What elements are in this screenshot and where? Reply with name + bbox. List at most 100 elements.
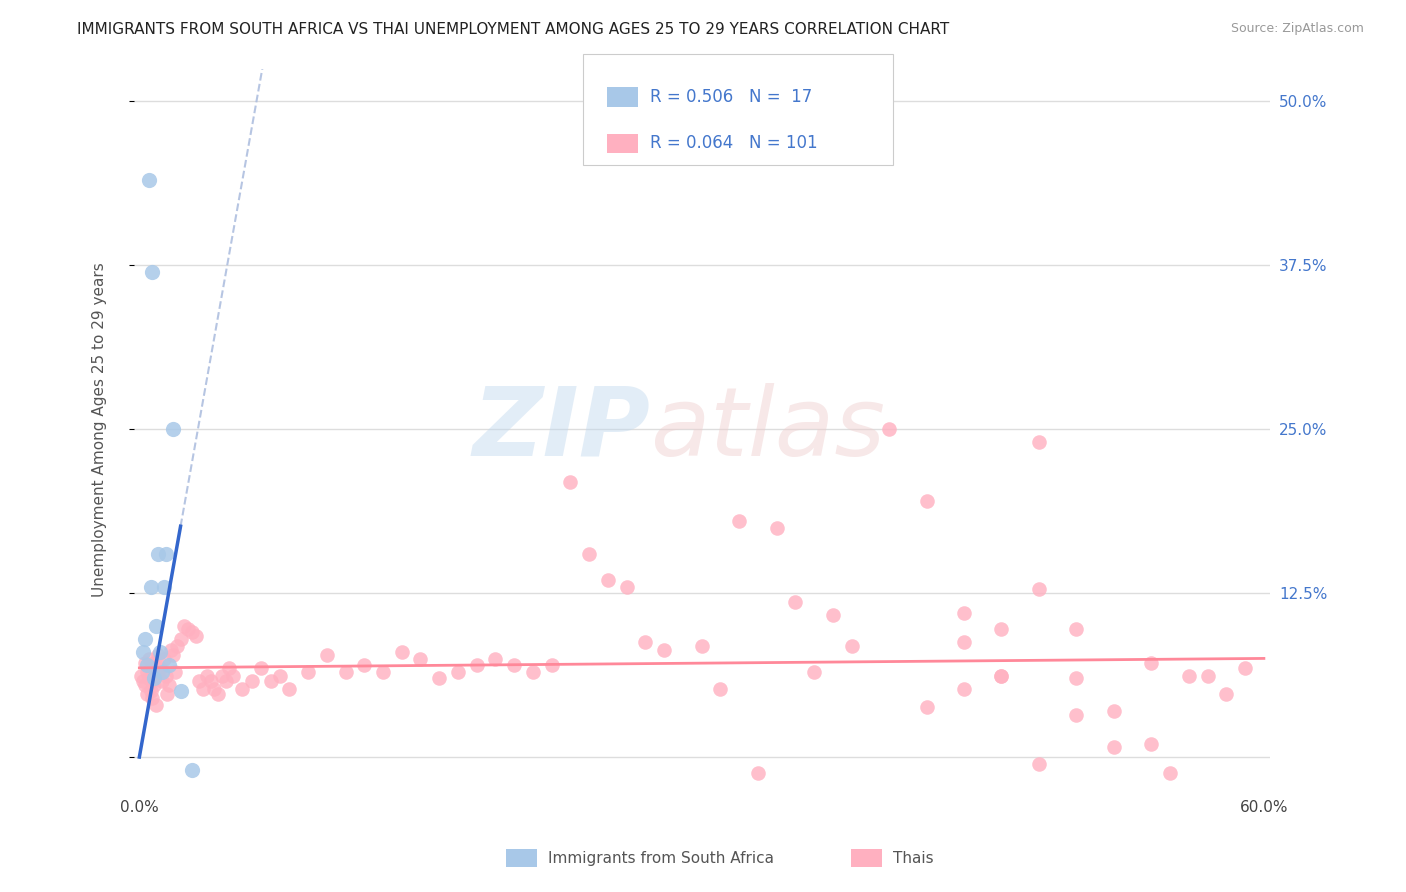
Point <box>143 656 166 670</box>
Point <box>560 475 582 489</box>
Point <box>915 494 938 508</box>
Point <box>540 658 562 673</box>
Point <box>1159 765 1181 780</box>
Point <box>1066 671 1088 685</box>
Point <box>163 665 186 679</box>
Text: IMMIGRANTS FROM SOUTH AFRICA VS THAI UNEMPLOYMENT AMONG AGES 25 TO 29 YEARS CORR: IMMIGRANTS FROM SOUTH AFRICA VS THAI UNE… <box>77 22 949 37</box>
Point <box>146 665 169 679</box>
Point <box>134 678 156 692</box>
Text: R = 0.064   N = 101: R = 0.064 N = 101 <box>650 135 817 153</box>
Point <box>634 634 657 648</box>
Point <box>297 665 319 679</box>
Point <box>141 673 163 688</box>
Point <box>616 580 638 594</box>
Point <box>1028 435 1050 450</box>
Point <box>152 651 174 665</box>
Point <box>1197 669 1219 683</box>
Point <box>240 673 263 688</box>
Point <box>877 422 900 436</box>
Point <box>728 514 751 528</box>
Point <box>465 658 488 673</box>
Point <box>139 580 162 594</box>
Point <box>132 673 155 688</box>
Point <box>146 547 169 561</box>
Point <box>141 691 163 706</box>
Point <box>250 661 273 675</box>
Point <box>278 681 301 696</box>
Point <box>747 765 769 780</box>
Point <box>990 669 1012 683</box>
Point <box>1234 661 1257 675</box>
Point <box>447 665 470 679</box>
Point <box>990 669 1012 683</box>
Point <box>990 622 1012 636</box>
Point <box>134 632 156 646</box>
Point <box>145 619 167 633</box>
Point <box>211 669 233 683</box>
Point <box>177 622 200 636</box>
Point <box>578 547 600 561</box>
Point <box>690 639 713 653</box>
Point <box>915 700 938 714</box>
Point <box>231 681 253 696</box>
Point <box>129 669 152 683</box>
Point <box>202 681 225 696</box>
Text: Thais: Thais <box>893 851 934 865</box>
Point <box>335 665 357 679</box>
Point <box>149 645 172 659</box>
Point <box>145 698 167 712</box>
Point <box>160 642 183 657</box>
Point <box>652 642 675 657</box>
Point <box>1066 622 1088 636</box>
Point <box>152 580 174 594</box>
Point <box>1028 582 1050 597</box>
Point <box>1140 656 1163 670</box>
Point <box>139 661 162 675</box>
Point <box>1215 687 1237 701</box>
Point <box>180 763 202 777</box>
Point <box>953 681 976 696</box>
Point <box>155 547 177 561</box>
Text: atlas: atlas <box>651 383 886 475</box>
Point <box>353 658 375 673</box>
Point <box>200 673 222 688</box>
Point <box>169 684 191 698</box>
Point <box>143 671 166 685</box>
Point <box>138 671 160 685</box>
Point <box>150 673 173 688</box>
Point <box>135 658 157 673</box>
Point <box>207 687 229 701</box>
Point <box>184 629 207 643</box>
Point <box>139 684 162 698</box>
Point <box>150 665 173 679</box>
Point <box>1028 756 1050 771</box>
Point <box>841 639 863 653</box>
Point <box>135 687 157 701</box>
Y-axis label: Unemployment Among Ages 25 to 29 years: Unemployment Among Ages 25 to 29 years <box>93 262 107 597</box>
Point <box>709 681 731 696</box>
Point <box>180 625 202 640</box>
Point <box>218 661 240 675</box>
Point <box>146 648 169 662</box>
Point <box>195 669 218 683</box>
Point <box>409 651 432 665</box>
Point <box>1140 737 1163 751</box>
Point <box>953 606 976 620</box>
Point <box>1066 708 1088 723</box>
Point <box>162 648 184 662</box>
Point <box>427 671 450 685</box>
Point <box>259 673 281 688</box>
Point <box>157 658 180 673</box>
Point <box>191 681 214 696</box>
Point <box>166 639 188 653</box>
Point <box>214 673 236 688</box>
Point <box>135 665 157 679</box>
Point <box>162 422 184 436</box>
Text: R = 0.506   N =  17: R = 0.506 N = 17 <box>650 88 811 106</box>
Point <box>522 665 544 679</box>
Point <box>953 634 976 648</box>
Point <box>138 173 160 187</box>
Point <box>155 669 177 683</box>
Point <box>157 678 180 692</box>
Point <box>156 687 179 701</box>
